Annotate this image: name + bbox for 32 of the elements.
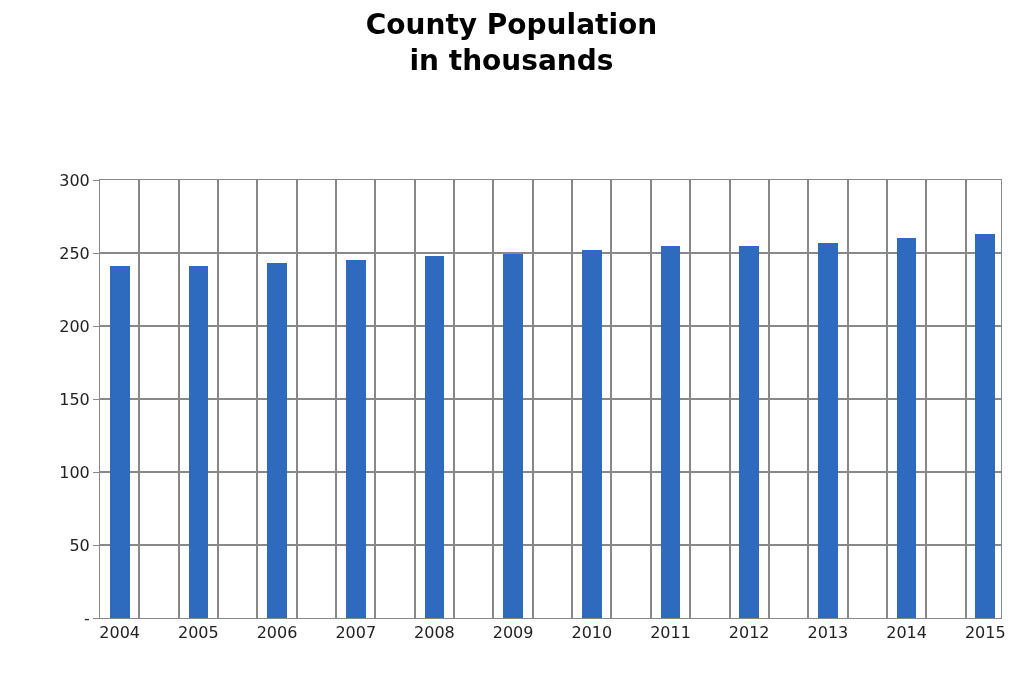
- y-tick-label: 200: [59, 316, 90, 336]
- x-tick-label: 2010: [571, 623, 613, 643]
- x-tick-label: 2007: [335, 623, 377, 643]
- x-tick-label: 2015: [964, 623, 1006, 643]
- x-tick-label: 2014: [886, 623, 927, 643]
- x-tick-label: 2006: [256, 623, 298, 643]
- bar: [739, 246, 759, 618]
- x-tick-label: 2011: [650, 623, 691, 643]
- x-tick-label: 2012: [728, 623, 770, 643]
- bar: [503, 254, 523, 618]
- x-tick-label: 2009: [492, 623, 534, 643]
- bar: [267, 263, 287, 618]
- bar: [897, 238, 916, 618]
- y-tick-label: 50: [69, 535, 90, 555]
- y-tick-label: 100: [59, 462, 90, 482]
- bar: [975, 234, 995, 618]
- y-tick-label: -: [84, 608, 90, 628]
- y-tick-label: 300: [59, 170, 90, 190]
- bar: [818, 243, 838, 618]
- x-tick-label: 2004: [99, 623, 141, 643]
- bar: [425, 256, 444, 618]
- x-tick-label: 2005: [178, 623, 219, 643]
- bar: [110, 266, 130, 618]
- bar: [189, 266, 208, 618]
- y-tick-label: 250: [59, 243, 90, 263]
- bar: [582, 250, 602, 618]
- y-tick-label: 150: [59, 389, 90, 409]
- x-tick-label: 2008: [414, 623, 455, 643]
- bar: [346, 260, 366, 618]
- x-tick-label: 2013: [807, 623, 849, 643]
- bar: [661, 246, 680, 618]
- chart-title: County Population in thousands: [365, 7, 658, 78]
